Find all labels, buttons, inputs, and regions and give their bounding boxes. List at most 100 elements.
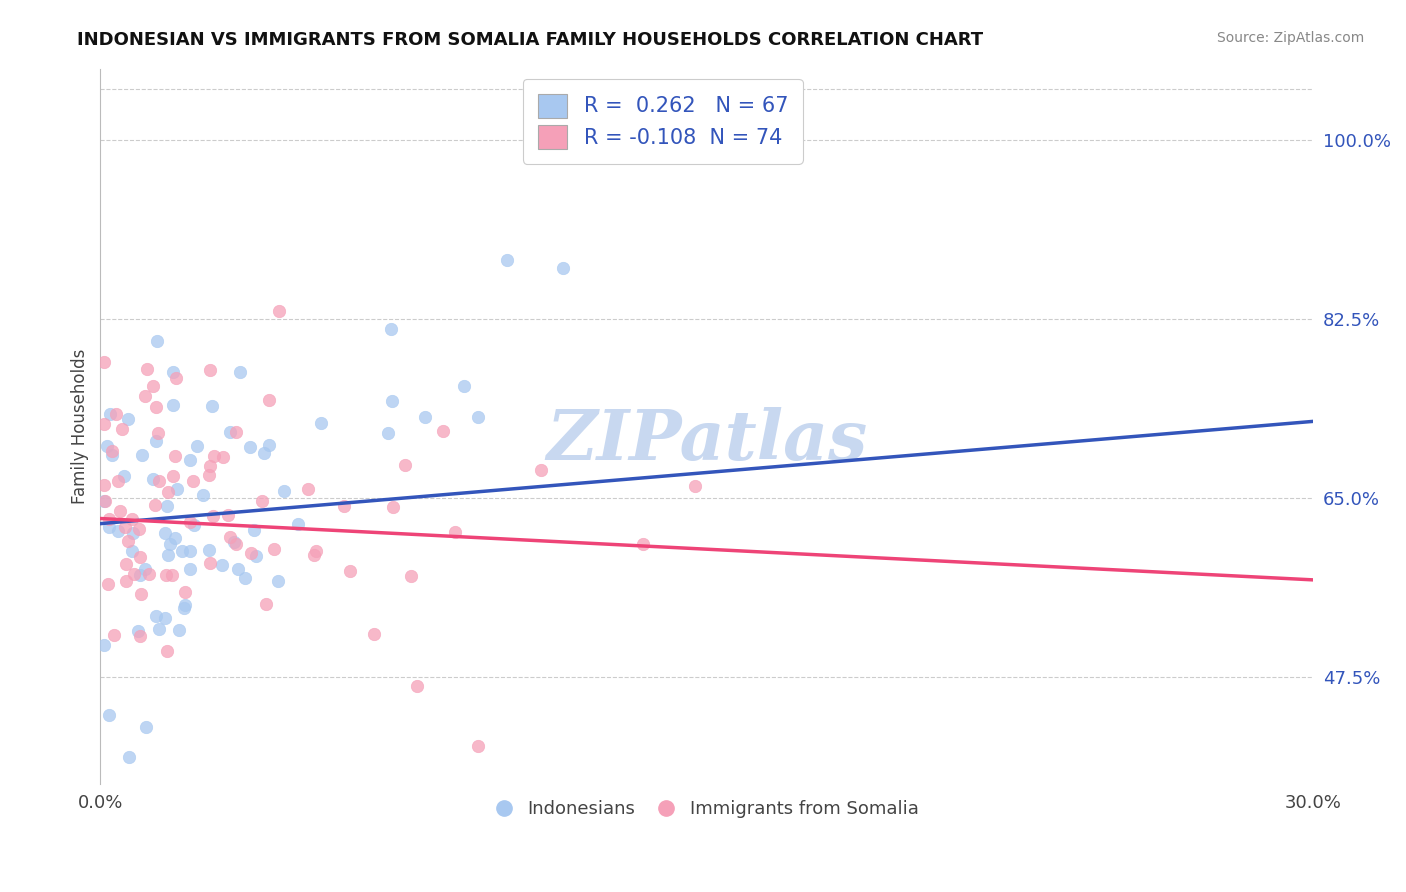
Point (145, 401, 167, 415)
Point (219, 425, 242, 440)
Point (135, 362, 157, 376)
Point (193, 488, 215, 502)
Point (267, 574, 290, 589)
Point (145, 434, 167, 449)
Point (225, 425, 247, 440)
Point (160, 567, 183, 582)
Point (138, 566, 160, 581)
Point (302, 548, 325, 562)
Point (121, 526, 143, 541)
Point (128, 568, 150, 582)
Point (263, 541, 285, 556)
Point (219, 530, 242, 544)
Text: INDONESIAN VS IMMIGRANTS FROM SOMALIA FAMILY HOUSEHOLDS CORRELATION CHART: INDONESIAN VS IMMIGRANTS FROM SOMALIA FA… (77, 31, 983, 49)
Point (173, 584, 195, 599)
Point (165, 371, 187, 385)
Point (93, 417, 115, 432)
Point (93, 494, 115, 508)
Point (135, 720, 157, 734)
Point (114, 469, 136, 483)
Point (134, 389, 156, 403)
Point (173, 599, 195, 613)
Point (413, 410, 436, 425)
Point (200, 557, 222, 571)
Point (162, 398, 184, 412)
Point (173, 600, 195, 615)
Point (633, 536, 655, 550)
Point (98, 519, 121, 533)
Point (529, 463, 551, 477)
Point (118, 750, 141, 764)
Point (142, 378, 165, 392)
Point (240, 546, 263, 560)
Point (382, 500, 405, 514)
Point (245, 549, 267, 563)
Point (117, 533, 139, 548)
Point (432, 424, 454, 438)
Point (110, 422, 132, 436)
Point (496, 252, 519, 267)
Point (107, 524, 129, 538)
Point (156, 499, 179, 513)
Point (128, 550, 150, 565)
Point (163, 449, 186, 463)
Point (163, 531, 186, 545)
Point (339, 564, 361, 578)
Point (97, 708, 120, 723)
Point (104, 407, 127, 421)
Y-axis label: Family Households: Family Households (72, 349, 89, 504)
Point (257, 438, 280, 452)
Point (143, 498, 166, 512)
Point (273, 483, 295, 498)
Point (162, 469, 184, 483)
Point (212, 450, 235, 465)
Point (107, 475, 129, 489)
Point (117, 412, 139, 426)
Point (254, 597, 277, 611)
Point (167, 623, 190, 637)
Point (108, 504, 131, 518)
Point (186, 439, 208, 453)
Point (153, 610, 176, 624)
Point (114, 520, 136, 534)
Point (98, 512, 121, 526)
Point (201, 399, 224, 413)
Point (162, 365, 184, 379)
Point (122, 567, 145, 582)
Point (198, 459, 221, 474)
Point (155, 526, 177, 541)
Point (287, 516, 309, 531)
Legend: Indonesians, Immigrants from Somalia: Indonesians, Immigrants from Somalia (488, 793, 925, 825)
Point (683, 479, 706, 493)
Point (553, 260, 575, 275)
Point (444, 524, 467, 539)
Point (269, 304, 291, 318)
Point (179, 453, 201, 467)
Point (467, 739, 489, 753)
Point (145, 609, 167, 624)
Point (467, 409, 489, 424)
Point (93, 638, 115, 652)
Point (96, 439, 118, 453)
Point (453, 378, 475, 392)
Point (148, 474, 170, 488)
Point (394, 458, 416, 473)
Point (142, 472, 165, 486)
Text: Source: ZipAtlas.com: Source: ZipAtlas.com (1216, 31, 1364, 45)
Point (146, 425, 169, 440)
Point (131, 448, 153, 462)
Point (114, 557, 136, 571)
Point (97, 577, 120, 591)
Point (399, 568, 422, 582)
Point (146, 334, 169, 349)
Point (156, 548, 179, 562)
Point (179, 544, 201, 558)
Point (181, 474, 204, 488)
Point (259, 392, 281, 407)
Point (121, 512, 143, 526)
Point (127, 624, 149, 638)
Point (93, 478, 115, 492)
Point (101, 444, 124, 458)
Point (179, 515, 201, 529)
Point (217, 508, 239, 523)
